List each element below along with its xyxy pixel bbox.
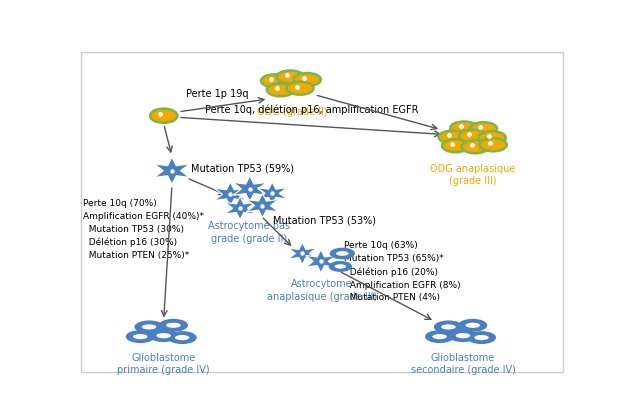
Point: [159, 332, 169, 339]
Text: Astrocytome bas
grade (grade II): Astrocytome bas grade (grade II): [208, 221, 290, 244]
Ellipse shape: [335, 264, 346, 269]
Point: [477, 334, 487, 341]
Point: [316, 258, 326, 265]
Text: Glioblastome
primaire (grade IV): Glioblastome primaire (grade IV): [117, 353, 210, 375]
Ellipse shape: [458, 319, 487, 332]
Ellipse shape: [267, 84, 294, 96]
Ellipse shape: [150, 109, 177, 123]
Ellipse shape: [441, 324, 456, 330]
Ellipse shape: [330, 248, 355, 259]
Text: Astrocytome
anaplasique (grade III): Astrocytome anaplasique (grade III): [267, 279, 377, 302]
Text: ODG (grade II): ODG (grade II): [257, 107, 328, 117]
PathPatch shape: [214, 182, 246, 207]
Ellipse shape: [448, 329, 478, 342]
Ellipse shape: [294, 73, 321, 86]
Text: Perte 10q (63%)
Mutation TP53 (65%)*
  Délétion p16 (20%)
  Amplification EGFR (: Perte 10q (63%) Mutation TP53 (65%)* Dél…: [344, 241, 460, 302]
Point: [167, 167, 177, 174]
Ellipse shape: [479, 131, 506, 144]
Ellipse shape: [149, 329, 178, 342]
Point: [337, 250, 347, 257]
Point: [282, 72, 292, 79]
Point: [272, 85, 282, 92]
PathPatch shape: [306, 249, 336, 273]
Ellipse shape: [434, 320, 463, 333]
Point: [135, 333, 145, 340]
Point: [177, 334, 187, 341]
Ellipse shape: [142, 324, 156, 330]
Point: [443, 323, 453, 330]
PathPatch shape: [246, 193, 278, 218]
PathPatch shape: [257, 182, 287, 205]
Point: [168, 322, 178, 328]
Ellipse shape: [168, 331, 197, 344]
Text: ODG anaplasique
(grade III): ODG anaplasique (grade III): [430, 164, 516, 186]
Ellipse shape: [261, 74, 288, 87]
Ellipse shape: [175, 335, 190, 340]
Ellipse shape: [134, 320, 164, 333]
Ellipse shape: [442, 139, 469, 152]
Point: [475, 123, 485, 130]
Ellipse shape: [480, 138, 507, 151]
Ellipse shape: [474, 335, 489, 340]
PathPatch shape: [233, 176, 267, 202]
PathPatch shape: [154, 157, 190, 184]
Ellipse shape: [336, 251, 349, 256]
Point: [485, 140, 495, 147]
Ellipse shape: [459, 130, 486, 142]
Ellipse shape: [286, 82, 313, 94]
Ellipse shape: [425, 330, 454, 343]
Point: [144, 323, 154, 330]
Point: [266, 76, 276, 83]
Point: [467, 142, 477, 149]
Point: [298, 250, 308, 257]
Point: [484, 133, 494, 139]
Ellipse shape: [156, 333, 171, 338]
Point: [455, 123, 465, 130]
Point: [225, 191, 236, 198]
Ellipse shape: [456, 333, 470, 338]
Point: [458, 332, 468, 339]
Point: [245, 186, 255, 192]
Ellipse shape: [166, 323, 181, 328]
Point: [335, 263, 345, 270]
Ellipse shape: [328, 261, 352, 272]
Ellipse shape: [276, 71, 304, 84]
Text: Mutation TP53 (53%): Mutation TP53 (53%): [273, 215, 376, 226]
Point: [464, 131, 474, 138]
Point: [447, 141, 457, 147]
Point: [444, 132, 454, 139]
Text: Perte 1p 19q: Perte 1p 19q: [186, 89, 249, 99]
Text: Perte 10q, délétion p16, amplification EGFR: Perte 10q, délétion p16, amplification E…: [205, 105, 419, 115]
Ellipse shape: [438, 131, 466, 144]
Point: [291, 83, 301, 90]
Point: [257, 202, 268, 209]
Point: [267, 190, 277, 197]
PathPatch shape: [225, 197, 255, 220]
Ellipse shape: [126, 330, 155, 343]
Ellipse shape: [470, 122, 497, 135]
Ellipse shape: [450, 121, 478, 134]
Text: Perte 10q (70%)
Amplification EGFR (40%)*
  Mutation TP53 (30%)
  Délétion p16 (: Perte 10q (70%) Amplification EGFR (40%)…: [84, 199, 204, 260]
Point: [299, 74, 309, 81]
Ellipse shape: [432, 334, 447, 339]
PathPatch shape: [288, 242, 317, 265]
Text: Glioblastome
secondaire (grade IV): Glioblastome secondaire (grade IV): [411, 353, 516, 375]
Point: [235, 205, 245, 212]
Ellipse shape: [467, 331, 496, 344]
Ellipse shape: [462, 140, 489, 153]
Text: Mutation TP53 (59%): Mutation TP53 (59%): [192, 163, 295, 173]
Ellipse shape: [159, 319, 188, 332]
FancyBboxPatch shape: [81, 52, 563, 372]
Point: [155, 110, 165, 117]
Point: [435, 333, 445, 340]
Ellipse shape: [133, 334, 148, 339]
Ellipse shape: [465, 323, 480, 328]
Point: [468, 322, 478, 328]
